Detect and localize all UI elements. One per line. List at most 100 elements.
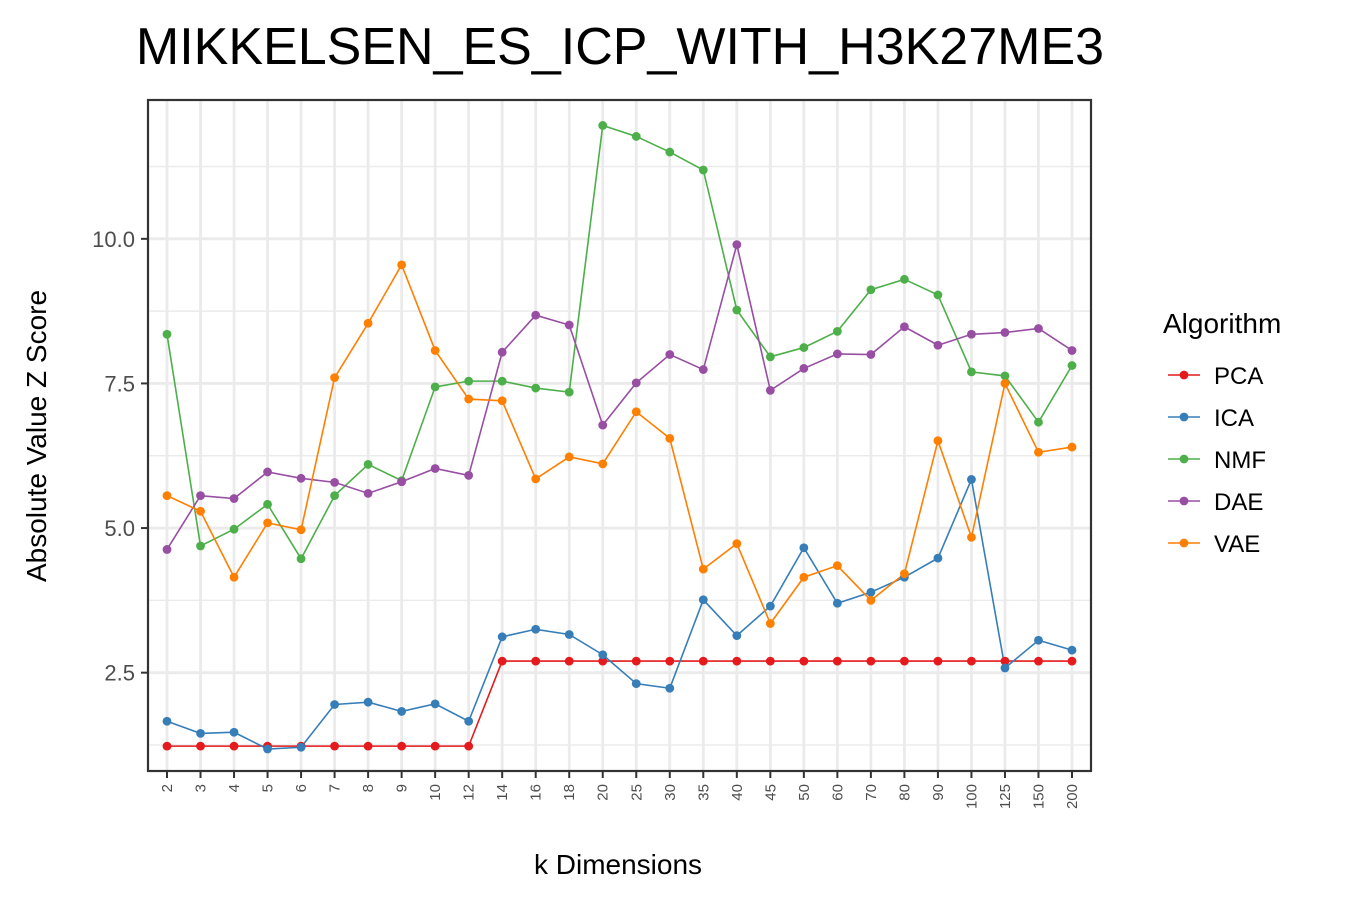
data-point-vae: [665, 433, 675, 443]
data-point-pca: [330, 741, 339, 751]
data-point-dae: [564, 320, 574, 330]
data-point-vae: [531, 474, 541, 484]
legend-label-ica: ICA: [1214, 405, 1254, 432]
data-point-dae: [1000, 328, 1010, 337]
data-point-ica: [967, 475, 976, 484]
data-point-nmf: [363, 460, 373, 469]
data-point-dae: [967, 329, 976, 339]
data-point-nmf: [866, 285, 876, 295]
series-points: [162, 121, 1077, 754]
panel-background: [148, 100, 1091, 771]
data-point-ica: [665, 683, 675, 693]
data-point-dae: [263, 467, 272, 477]
data-point-nmf: [631, 132, 641, 141]
x-tick-label: 14: [494, 784, 511, 801]
x-tick-label: 6: [293, 784, 310, 792]
data-point-dae: [598, 420, 608, 430]
plot-panel: [148, 100, 1091, 771]
data-point-pca: [765, 656, 775, 666]
x-tick-label: 12: [461, 784, 478, 801]
data-point-ica: [765, 601, 775, 611]
data-point-dae: [464, 471, 474, 480]
series-line-pca: [167, 660, 1072, 747]
x-tick-label: 100: [963, 784, 980, 809]
data-point-pca: [1034, 656, 1043, 666]
data-point-pca: [397, 741, 407, 751]
legend-key-point-vae: [1179, 538, 1189, 548]
x-tick-label: 90: [930, 784, 947, 801]
legend-title: Algorithm: [1163, 308, 1281, 339]
data-point-pca: [1067, 656, 1077, 666]
data-point-pca: [162, 741, 172, 751]
data-point-nmf: [464, 376, 474, 386]
data-point-dae: [631, 378, 641, 388]
data-point-nmf: [1034, 417, 1043, 427]
data-point-vae: [765, 619, 775, 628]
data-point-nmf: [832, 326, 842, 336]
x-tick-label: 20: [595, 784, 612, 801]
legend: Algorithm PCA ICA NMF DAE VAE: [1163, 308, 1281, 558]
data-point-pca: [1000, 656, 1010, 666]
data-point-ica: [698, 595, 708, 605]
x-tick-label: 70: [863, 784, 880, 801]
y-tick-label: 2.5: [104, 661, 135, 686]
data-point-ica: [229, 727, 239, 737]
data-point-pca: [933, 656, 943, 666]
x-tick-label: 18: [561, 784, 578, 801]
data-point-nmf: [799, 343, 809, 352]
data-point-nmf: [330, 491, 339, 501]
data-point-pca: [732, 656, 742, 666]
data-point-vae: [967, 532, 976, 542]
legend-key-point-dae: [1179, 496, 1189, 506]
data-point-dae: [1034, 324, 1043, 333]
data-point-vae: [263, 518, 272, 528]
x-tick-label: 25: [628, 784, 645, 801]
plot-border: [146, 98, 1093, 773]
data-point-pca: [665, 656, 675, 666]
x-tick-label: 5: [260, 784, 277, 792]
x-tick-label: 45: [762, 784, 779, 801]
data-point-pca: [967, 656, 976, 666]
legend-key-point-ica: [1179, 412, 1189, 422]
data-point-nmf: [665, 147, 675, 157]
data-point-ica: [363, 697, 373, 707]
data-point-dae: [799, 364, 809, 373]
data-point-nmf: [229, 524, 239, 534]
data-point-pca: [531, 656, 541, 666]
data-point-ica: [531, 624, 541, 634]
data-point-ica: [732, 631, 742, 641]
data-point-vae: [1067, 442, 1077, 452]
data-point-vae: [497, 396, 507, 406]
data-point-ica: [397, 707, 407, 716]
data-point-pca: [598, 656, 608, 666]
x-tick-label: 7: [327, 784, 344, 792]
data-point-nmf: [598, 121, 608, 130]
x-tick-label: 200: [1064, 784, 1081, 809]
data-point-ica: [866, 587, 876, 597]
data-point-nmf: [497, 376, 507, 386]
data-point-vae: [866, 595, 876, 605]
data-point-ica: [497, 632, 507, 642]
series-line-dae: [166, 244, 1073, 550]
data-point-dae: [162, 545, 172, 554]
series-line-nmf: [166, 124, 1073, 561]
data-point-dae: [1067, 346, 1077, 355]
data-point-ica: [430, 699, 440, 709]
panel-border-rect: [146, 98, 1093, 773]
data-point-nmf: [196, 541, 205, 551]
legend-label-vae: VAE: [1214, 531, 1260, 558]
data-point-dae: [397, 477, 407, 487]
data-point-pca: [464, 741, 474, 751]
series-line-vae: [166, 263, 1073, 626]
x-tick-label: 80: [896, 784, 913, 801]
data-point-pca: [430, 741, 440, 751]
data-point-ica: [330, 700, 339, 709]
data-point-dae: [732, 240, 742, 250]
data-point-dae: [933, 340, 943, 350]
data-point-pca: [196, 741, 205, 751]
x-tick-label: 2: [159, 784, 176, 792]
data-point-vae: [1000, 379, 1010, 388]
data-point-ica: [799, 543, 809, 553]
data-point-vae: [397, 260, 407, 270]
